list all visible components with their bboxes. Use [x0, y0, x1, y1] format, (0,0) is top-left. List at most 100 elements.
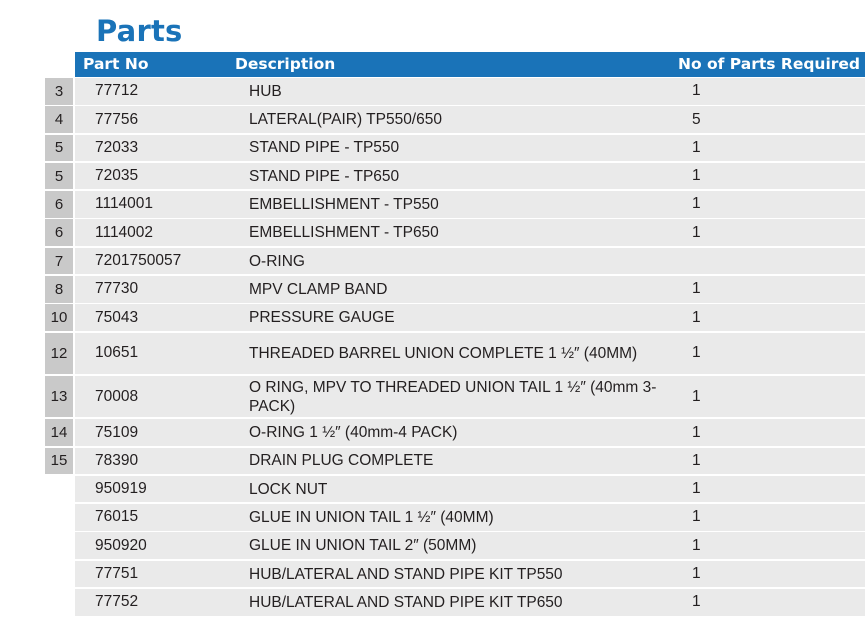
table-row: 7 7201750057 O-RING	[45, 247, 865, 275]
table-row: 12 10651 THREADED BARREL UNION COMPLETE 1 …	[45, 332, 865, 375]
part-number: 950919	[95, 480, 147, 498]
row-band	[75, 78, 865, 105]
part-number: 70008	[95, 387, 139, 405]
part-description: O-RING	[249, 252, 305, 270]
row-band	[75, 532, 865, 559]
part-number: 72033	[95, 138, 139, 156]
row-band	[75, 304, 865, 331]
part-number: 77730	[95, 280, 139, 298]
part-description: DRAIN PLUG COMPLETE	[249, 452, 434, 470]
table-row: 5 72035 STAND PIPE - TP650 1	[45, 162, 865, 190]
part-quantity: 1	[692, 593, 701, 611]
part-quantity: 1	[692, 423, 701, 441]
part-description: O RING, MPV TO THREADED UNION TAIL 1 ½″ …	[249, 378, 657, 415]
row-band	[75, 375, 865, 418]
row-band	[75, 247, 865, 275]
part-description: HUB	[249, 82, 282, 100]
part-quantity: 1	[692, 536, 701, 554]
item-number: 7	[45, 247, 73, 275]
item-number: 6	[45, 219, 73, 246]
part-description: LOCK NUT	[249, 480, 328, 498]
part-quantity: 1	[692, 387, 701, 405]
item-number	[45, 504, 73, 531]
part-quantity: 1	[692, 451, 701, 469]
item-number	[45, 561, 73, 588]
item-number: 8	[45, 276, 73, 303]
row-band	[75, 276, 865, 303]
table-row: 950919 LOCK NUT 1	[45, 475, 865, 503]
row-band	[75, 134, 865, 162]
table-row: 13 70008 O RING, MPV TO THREADED UNION TAI…	[45, 375, 865, 418]
parts-table: 3 77712 HUB 1 4 77756 LATERAL(PAIR) TP550/650 5…	[45, 78, 865, 617]
part-description: GLUE IN UNION TAIL 1 ½″ (40MM)	[249, 508, 494, 526]
table-row: 76015 GLUE IN UNION TAIL 1 ½″ (40MM) 1	[45, 504, 865, 531]
table-row: 4 77756 LATERAL(PAIR) TP550/650 5	[45, 106, 865, 133]
item-number	[45, 532, 73, 559]
part-quantity: 1	[692, 167, 701, 185]
item-number	[45, 476, 73, 503]
item-number: 14	[45, 419, 73, 446]
part-quantity: 1	[692, 280, 701, 298]
table-header: Part No Description No of Parts Required	[75, 52, 865, 77]
part-number: 75109	[95, 423, 139, 441]
part-number: 77751	[95, 565, 139, 582]
part-quantity: 1	[692, 508, 701, 526]
table-row: 15 78390 DRAIN PLUG COMPLETE 1	[45, 447, 865, 475]
part-number: 7201750057	[95, 252, 182, 270]
row-band	[75, 560, 865, 588]
header-description: Description	[235, 55, 336, 73]
table-row: 8 77730 MPV CLAMP BAND 1	[45, 276, 865, 303]
part-quantity: 1	[692, 138, 701, 156]
table-row: 14 75109 O-RING 1 ½″ (40mm-4 PACK) 1	[45, 419, 865, 446]
table-row: 6 1114002 EMBELLISHMENT - TP650 1	[45, 219, 865, 246]
part-description: HUB/LATERAL AND STAND PIPE KIT TP650	[249, 593, 563, 611]
part-number: 77712	[95, 82, 139, 100]
item-number: 4	[45, 106, 73, 133]
table-row: 10 75043 PRESSURE GAUGE 1	[45, 304, 865, 331]
part-number: 1114002	[95, 223, 154, 241]
table-row: 77752 HUB/LATERAL AND STAND PIPE KIT TP65…	[45, 589, 865, 616]
row-band	[75, 191, 865, 218]
table-row: 3 77712 HUB 1	[45, 78, 865, 105]
part-number: 77756	[95, 110, 139, 128]
header-part-no: Part No	[83, 55, 149, 73]
part-description: THREADED BARREL UNION COMPLETE 1 ½″ (40M…	[249, 344, 638, 362]
part-number: 78390	[95, 451, 139, 469]
part-quantity: 1	[692, 565, 701, 582]
part-number: 72035	[95, 167, 139, 185]
item-number: 6	[45, 191, 73, 218]
part-number: 75043	[95, 308, 139, 326]
item-number: 10	[45, 304, 73, 331]
part-quantity: 1	[692, 480, 701, 498]
part-description: STAND PIPE - TP650	[249, 167, 400, 185]
page-title: Parts	[96, 14, 183, 48]
item-number: 13	[45, 375, 73, 418]
part-description: PRESSURE GAUGE	[249, 309, 395, 327]
item-number: 15	[45, 447, 73, 475]
table-row: 950920 GLUE IN UNION TAIL 2″ (50MM) 1	[45, 532, 865, 559]
row-band	[75, 219, 865, 246]
row-band	[75, 504, 865, 531]
part-number: 77752	[95, 593, 139, 611]
part-quantity: 1	[692, 82, 701, 100]
row-band	[75, 447, 865, 475]
part-quantity: 1	[692, 195, 701, 213]
part-description: MPV CLAMP BAND	[249, 280, 388, 298]
row-band	[75, 475, 865, 503]
part-number: 76015	[95, 508, 139, 526]
table-row: 6 1114001 EMBELLISHMENT - TP550 1	[45, 191, 865, 218]
row-band	[75, 419, 865, 446]
part-description: O-RING 1 ½″ (40mm-4 PACK)	[249, 424, 458, 442]
part-description: HUB/LATERAL AND STAND PIPE KIT TP550	[249, 565, 563, 583]
part-number: 10651	[95, 344, 139, 362]
item-number: 12	[45, 332, 73, 375]
part-number: 1114001	[95, 195, 154, 213]
header-qty: No of Parts Required	[678, 55, 861, 73]
part-description: GLUE IN UNION TAIL 2″ (50MM)	[249, 537, 477, 555]
item-number: 5	[45, 162, 73, 190]
part-quantity: 1	[692, 223, 701, 241]
row-band	[75, 589, 865, 616]
row-band	[75, 332, 865, 375]
table-row: 77751 HUB/LATERAL AND STAND PIPE KIT TP55…	[45, 560, 865, 588]
part-number: 950920	[95, 536, 147, 554]
